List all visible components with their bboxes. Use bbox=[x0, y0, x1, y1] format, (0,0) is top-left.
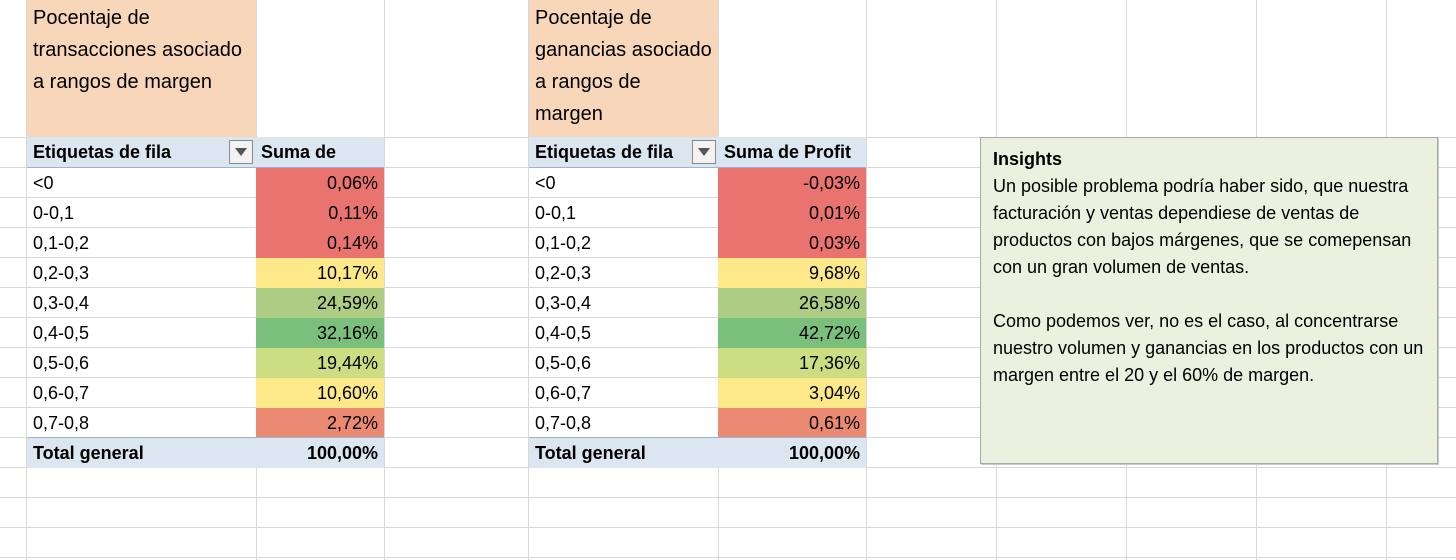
table-row-label[interactable]: 0,6-0,7 bbox=[535, 383, 592, 403]
insights-title: Insights bbox=[993, 149, 1063, 169]
table1-header-label[interactable]: Etiquetas de fila bbox=[33, 142, 172, 162]
table-row-label[interactable]: 0,5-0,6 bbox=[535, 353, 592, 373]
table-row-value[interactable]: 32,16% bbox=[256, 318, 384, 348]
table-row-label[interactable]: 0,7-0,8 bbox=[33, 413, 90, 433]
table-row-label[interactable]: 0-0,1 bbox=[33, 203, 75, 223]
table1-total-label[interactable]: Total general bbox=[33, 443, 144, 463]
table-row-value[interactable]: 10,60% bbox=[256, 378, 384, 408]
table2-header-label[interactable]: Etiquetas de fila bbox=[535, 142, 674, 162]
table-row-label[interactable]: <0 bbox=[535, 173, 556, 193]
insights-paragraph-2: Como podemos ver, no es el caso, al conc… bbox=[993, 311, 1424, 385]
table2-header-row: Etiquetas de fila Suma de Profit bbox=[529, 137, 866, 168]
insights-textbox[interactable]: Insights Un posible problema podría habe… bbox=[980, 137, 1438, 464]
table-row-label[interactable]: 0,4-0,5 bbox=[33, 323, 90, 343]
table-row-value[interactable]: 10,17% bbox=[256, 258, 384, 288]
table-row-label[interactable]: 0,1-0,2 bbox=[535, 233, 592, 253]
table-row-value[interactable]: 0,01% bbox=[718, 198, 866, 228]
table2-title-text: Pocentaje de ganancias asociado a rangos… bbox=[535, 7, 712, 125]
table1-header-row: Etiquetas de fila Suma de Quantity bbox=[27, 137, 384, 192]
table-row-value[interactable]: 24,59% bbox=[256, 288, 384, 318]
table-row-label[interactable]: 0,2-0,3 bbox=[535, 263, 592, 283]
table-row-label[interactable]: 0,6-0,7 bbox=[33, 383, 90, 403]
table2-total-row: Total general 100,00% bbox=[529, 437, 866, 468]
table-row-value[interactable]: 19,44% bbox=[256, 348, 384, 378]
table-row-label[interactable]: 0,1-0,2 bbox=[33, 233, 90, 253]
filter-dropdown-icon[interactable] bbox=[229, 140, 253, 164]
table-row-value[interactable]: 0,61% bbox=[718, 408, 866, 438]
table-row-value[interactable]: 2,72% bbox=[256, 408, 384, 438]
table-row-value[interactable]: 0,03% bbox=[718, 228, 866, 258]
table-row-label[interactable]: 0,7-0,8 bbox=[535, 413, 592, 433]
table-row-label[interactable]: 0,2-0,3 bbox=[33, 263, 90, 283]
table-row-label[interactable]: 0,4-0,5 bbox=[535, 323, 592, 343]
table-row-label[interactable]: 0,3-0,4 bbox=[33, 293, 90, 313]
table-row-value[interactable]: -0,03% bbox=[718, 168, 866, 198]
table-row-value[interactable]: 0,14% bbox=[256, 228, 384, 258]
table-row-value[interactable]: 9,68% bbox=[718, 258, 866, 288]
table-row-value[interactable]: 0,06% bbox=[256, 168, 384, 198]
table-row-value[interactable]: 17,36% bbox=[718, 348, 866, 378]
table1-total-row: Total general 100,00% bbox=[27, 437, 384, 468]
table1-total-value[interactable]: 100,00% bbox=[306, 443, 378, 463]
table-row-value[interactable]: 42,72% bbox=[718, 318, 866, 348]
table-row-label[interactable]: 0-0,1 bbox=[535, 203, 577, 223]
table2-total-value[interactable]: 100,00% bbox=[788, 443, 860, 463]
table-row-value[interactable]: 26,58% bbox=[718, 288, 866, 318]
table-row-label[interactable]: 0,3-0,4 bbox=[535, 293, 592, 313]
table-row-value[interactable]: 3,04% bbox=[718, 378, 866, 408]
insights-spacer bbox=[993, 281, 1425, 308]
table-row-label[interactable]: 0,5-0,6 bbox=[33, 353, 90, 373]
table-row-label[interactable]: <0 bbox=[33, 173, 54, 193]
table-row-value[interactable]: 0,11% bbox=[256, 198, 384, 228]
insights-paragraph-1: Un posible problema podría haber sido, q… bbox=[993, 176, 1412, 277]
table2-header-value[interactable]: Suma de Profit bbox=[724, 142, 852, 162]
filter-dropdown-icon[interactable] bbox=[692, 140, 716, 164]
table1-title-text: Pocentaje de transacciones asociado a ra… bbox=[33, 7, 243, 93]
table1-title[interactable]: Pocentaje de transacciones asociado a ra… bbox=[27, 0, 256, 137]
table2-title[interactable]: Pocentaje de ganancias asociado a rangos… bbox=[529, 0, 718, 137]
table2-total-label[interactable]: Total general bbox=[535, 443, 646, 463]
